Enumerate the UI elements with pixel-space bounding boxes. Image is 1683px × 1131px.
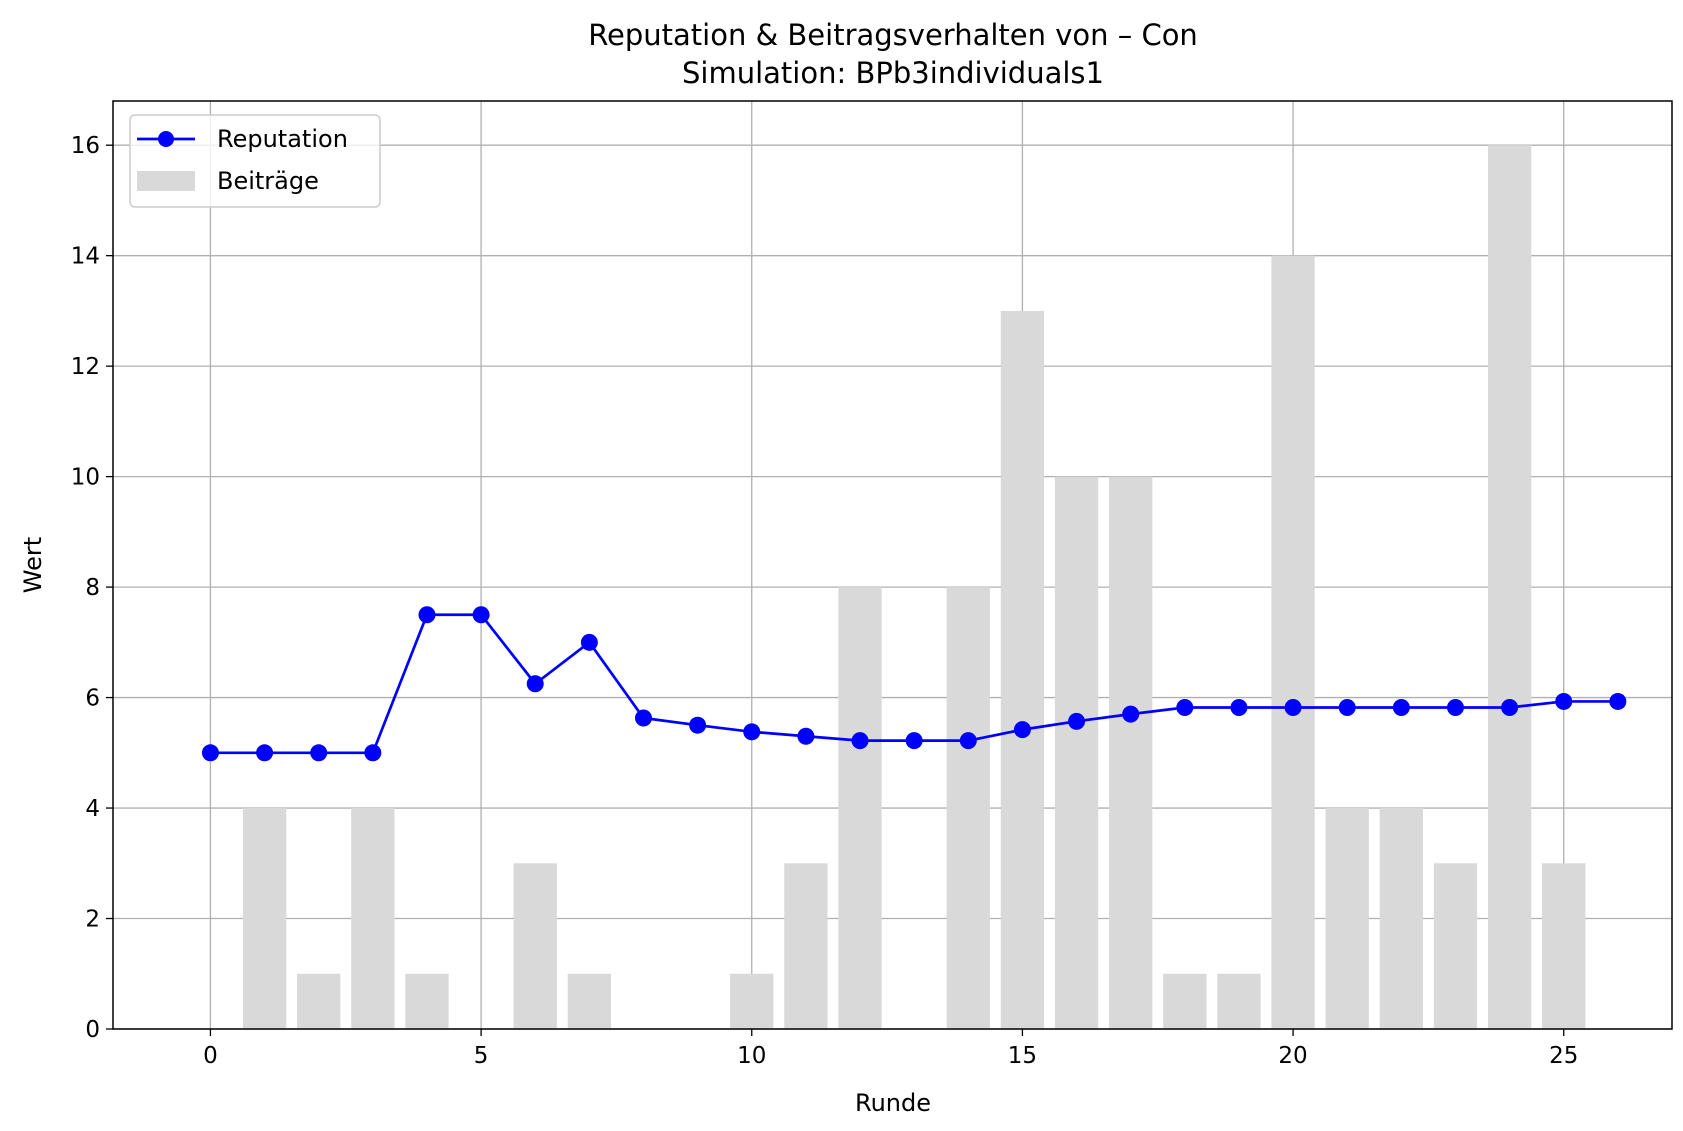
contribution-bar <box>513 863 557 1029</box>
contribution-bar <box>1542 863 1586 1029</box>
reputation-point <box>256 744 274 762</box>
contribution-bar <box>1325 808 1369 1029</box>
y-tick-label: 2 <box>85 907 100 933</box>
reputation-point <box>1176 699 1194 717</box>
bar-series <box>242 145 1586 1030</box>
reputation-point <box>201 744 219 762</box>
contribution-bar <box>784 863 828 1029</box>
y-tick-label: 16 <box>71 133 100 159</box>
contribution-bar <box>946 587 990 1029</box>
x-tick-label: 15 <box>1008 1043 1037 1069</box>
reputation-point <box>1609 692 1627 710</box>
contribution-bar <box>1109 476 1153 1030</box>
x-tick-label: 25 <box>1549 1043 1578 1069</box>
contribution-bar <box>1217 973 1261 1029</box>
legend: Reputation Beiträge <box>129 114 381 208</box>
chart-title: Reputation & Beitragsverhalten von – Con <box>588 18 1198 52</box>
y-tick-label: 4 <box>85 796 100 822</box>
reputation-point <box>1501 699 1519 717</box>
reputation-point <box>1122 705 1140 723</box>
y-tick-label: 10 <box>71 465 100 491</box>
contribution-bar <box>730 973 774 1029</box>
legend-reputation-label: Reputation <box>217 125 348 153</box>
reputation-point <box>1230 699 1248 717</box>
reputation-point <box>905 732 923 750</box>
chart-subtitle: Simulation: BPb3individuals1 <box>682 56 1104 90</box>
contribution-bar <box>405 973 449 1029</box>
reputation-point <box>310 744 328 762</box>
y-axis-label: Wert <box>19 537 47 593</box>
y-tick-label: 14 <box>71 244 100 270</box>
reputation-point <box>364 744 382 762</box>
contribution-bar <box>297 973 341 1029</box>
x-axis-ticks: 0 5 10 15 20 25 <box>203 1029 1578 1069</box>
contribution-bar <box>838 587 882 1029</box>
reputation-point <box>526 675 544 693</box>
reputation-point <box>580 633 598 651</box>
reputation-point <box>634 709 652 727</box>
reputation-point <box>1446 699 1464 717</box>
contribution-bar <box>351 808 395 1029</box>
y-tick-label: 12 <box>71 354 100 380</box>
reputation-point <box>472 606 490 624</box>
y-tick-label: 8 <box>85 575 100 601</box>
reputation-point <box>1284 699 1302 717</box>
reputation-point <box>1338 699 1356 717</box>
plot-frame <box>112 100 1673 1030</box>
reputation-point <box>689 716 707 734</box>
y-tick-label: 0 <box>85 1017 100 1043</box>
line-series <box>201 606 1627 762</box>
reputation-point <box>797 727 815 745</box>
x-tick-label: 10 <box>737 1043 766 1069</box>
contribution-bar <box>1271 255 1315 1029</box>
contribution-bar <box>1000 310 1045 1029</box>
contribution-bar <box>1433 863 1478 1029</box>
contribution-bar <box>567 973 612 1029</box>
reputation-point <box>959 732 977 750</box>
x-axis-label: Runde <box>855 1089 931 1117</box>
x-tick-label: 0 <box>203 1043 218 1069</box>
reputation-point <box>1392 699 1410 717</box>
legend-beitraege-label: Beiträge <box>217 167 319 195</box>
x-tick-label: 20 <box>1278 1043 1307 1069</box>
y-axis-ticks: 0 2 4 6 8 10 12 14 16 <box>71 133 113 1043</box>
x-tick-label: 5 <box>474 1043 489 1069</box>
reputation-point <box>1013 721 1031 739</box>
contribution-bar <box>1487 145 1532 1029</box>
reputation-point <box>418 606 436 624</box>
reputation-point <box>1068 712 1086 730</box>
contribution-bar <box>1163 973 1207 1029</box>
reputation-point <box>1555 692 1573 710</box>
contribution-bar <box>242 808 287 1029</box>
reputation-point <box>743 723 761 741</box>
y-tick-label: 6 <box>85 686 100 712</box>
legend-beitraege-swatch <box>137 171 195 191</box>
legend-reputation-marker <box>158 131 174 147</box>
reputation-point <box>851 732 869 750</box>
contribution-bar <box>1054 476 1099 1030</box>
contribution-bar <box>1379 808 1423 1029</box>
